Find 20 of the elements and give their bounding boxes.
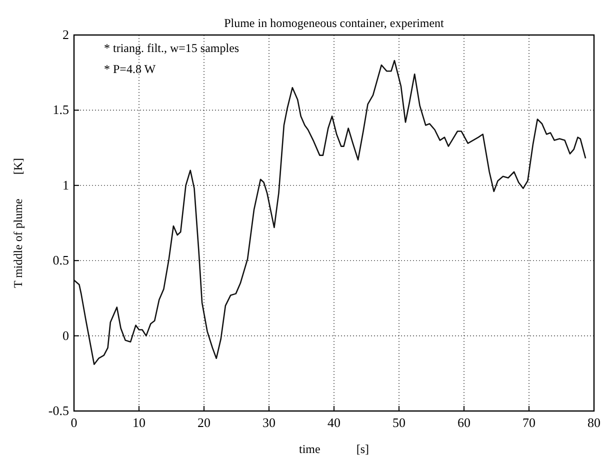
y-tick-label: 0.5 [52,252,69,268]
y-axis-title: T middle of plume [K] [11,158,25,288]
y-tick-label: 2 [62,27,69,42]
x-tick-label: 60 [458,415,470,430]
line-series [73,60,586,366]
annotation: * triang. filt., w=15 samples [104,41,240,55]
x-tick-label: 70 [522,415,536,430]
y-tick-label: 1 [62,177,69,192]
chart-title: Plume in homogeneous container, experiment [224,16,445,30]
x-tick-label: 10 [132,415,146,430]
annotation: * P=4.8 W [104,62,156,76]
x-tick-label: 30 [262,415,276,430]
x-tick-label: 80 [588,415,600,430]
y-tick-label: -0.5 [48,403,69,418]
x-tick-label: 50 [392,415,406,430]
x-tick-label: 20 [198,415,210,430]
x-axis-title: time [s] [299,442,369,456]
x-tick-label: 40 [328,415,340,430]
y-tick-label: 1.5 [52,102,69,118]
y-tick-label: 0 [62,328,69,343]
